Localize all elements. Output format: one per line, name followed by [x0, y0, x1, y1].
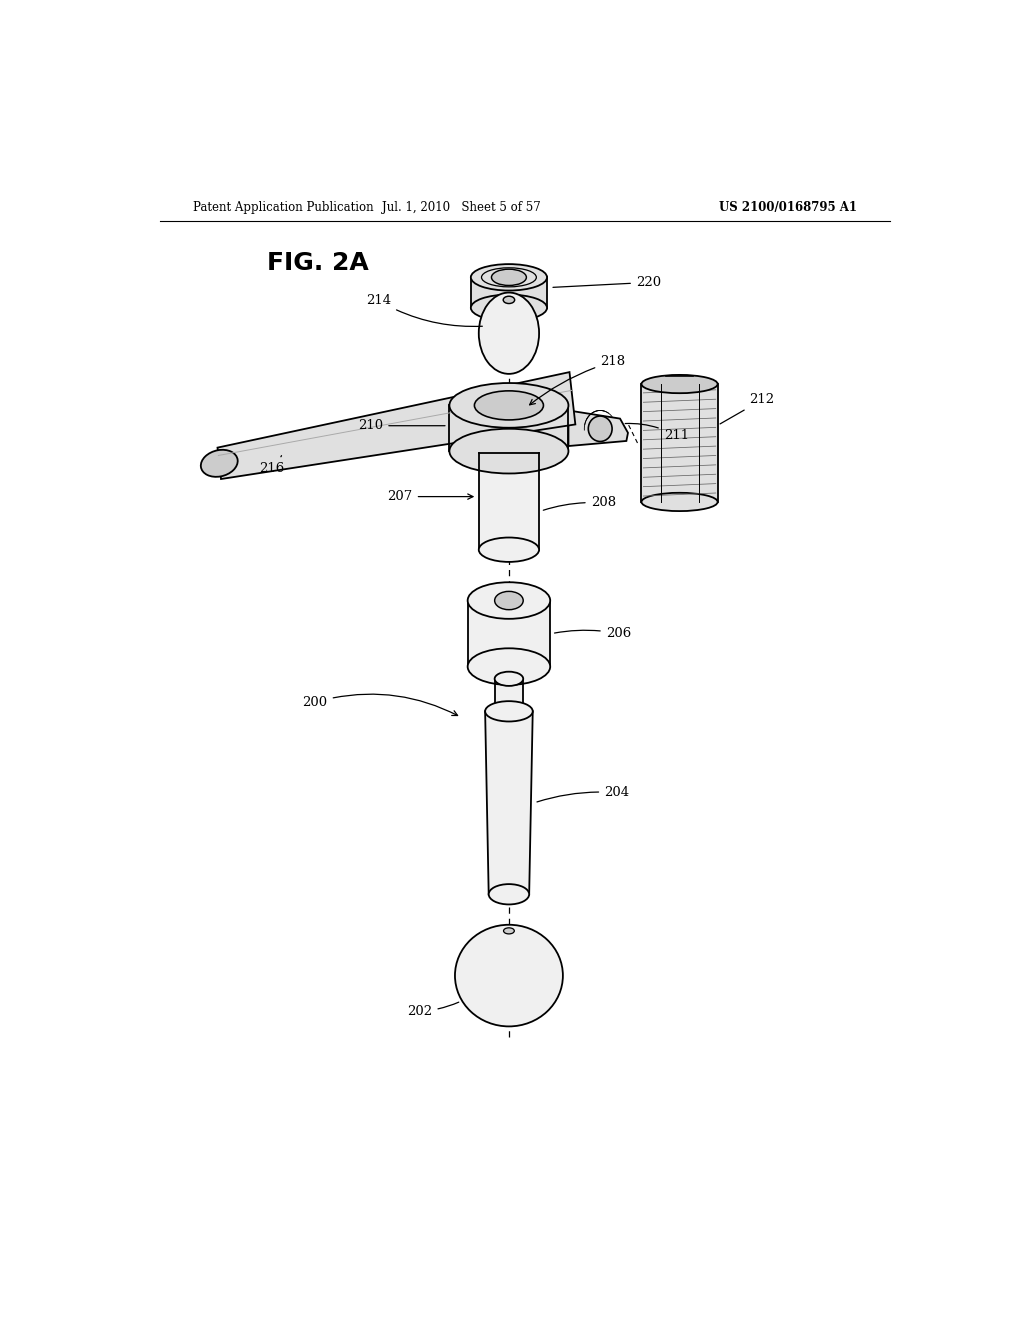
Ellipse shape	[450, 383, 568, 428]
Ellipse shape	[504, 928, 514, 935]
Ellipse shape	[492, 269, 526, 285]
Ellipse shape	[479, 293, 539, 374]
Ellipse shape	[641, 492, 718, 511]
Text: 211: 211	[626, 424, 689, 442]
Ellipse shape	[503, 296, 515, 304]
Polygon shape	[479, 453, 539, 549]
Polygon shape	[495, 678, 523, 711]
Ellipse shape	[479, 537, 539, 562]
Ellipse shape	[485, 701, 532, 722]
Polygon shape	[471, 277, 547, 308]
Text: 202: 202	[408, 1002, 459, 1018]
Polygon shape	[217, 372, 575, 479]
Text: 216: 216	[259, 455, 285, 475]
Ellipse shape	[474, 391, 544, 420]
Polygon shape	[468, 601, 550, 667]
Text: 212: 212	[720, 393, 774, 424]
Text: US 2100/0168795 A1: US 2100/0168795 A1	[719, 201, 856, 214]
Text: 220: 220	[553, 276, 662, 289]
Polygon shape	[450, 405, 568, 451]
Ellipse shape	[495, 672, 523, 686]
Polygon shape	[641, 384, 718, 502]
Ellipse shape	[468, 648, 550, 685]
Ellipse shape	[471, 264, 547, 290]
Text: 218: 218	[529, 355, 626, 405]
Ellipse shape	[455, 925, 563, 1027]
Ellipse shape	[468, 582, 550, 619]
Ellipse shape	[495, 704, 523, 718]
Ellipse shape	[488, 884, 529, 904]
Text: 210: 210	[358, 420, 445, 432]
Polygon shape	[485, 711, 532, 894]
Polygon shape	[568, 411, 628, 446]
Text: 200: 200	[303, 694, 458, 715]
Ellipse shape	[471, 294, 547, 321]
Text: Patent Application Publication: Patent Application Publication	[194, 201, 374, 214]
Text: Jul. 1, 2010   Sheet 5 of 57: Jul. 1, 2010 Sheet 5 of 57	[382, 201, 541, 214]
Ellipse shape	[201, 450, 238, 477]
Text: 204: 204	[537, 787, 630, 803]
Text: FIG. 2A: FIG. 2A	[267, 251, 369, 275]
Ellipse shape	[641, 375, 718, 393]
Ellipse shape	[495, 591, 523, 610]
Ellipse shape	[450, 429, 568, 474]
Text: 208: 208	[544, 496, 615, 511]
Text: 206: 206	[555, 627, 631, 640]
Text: 214: 214	[367, 294, 482, 326]
Text: 207: 207	[387, 490, 473, 503]
Ellipse shape	[588, 416, 612, 441]
